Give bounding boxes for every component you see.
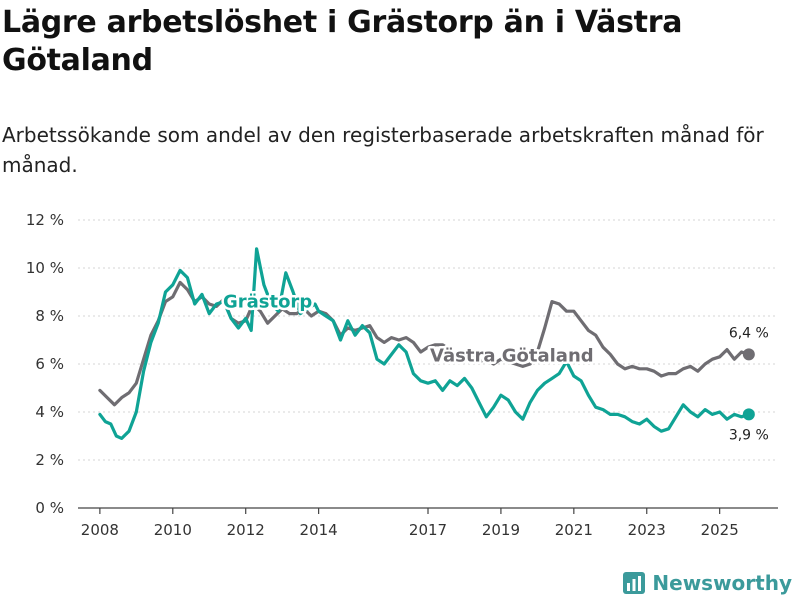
series: [98, 247, 755, 440]
x-tick-label: 2025: [701, 521, 739, 539]
x-tick-label: 2010: [154, 521, 192, 539]
series-line-vastra-gotaland: [98, 280, 751, 407]
gridlines: [78, 219, 778, 461]
x-tick-label: 2014: [300, 521, 338, 539]
end-point-vastra-gotaland: [742, 348, 755, 361]
brand-name: Newsworthy: [652, 571, 792, 595]
x-tick-label: 2023: [628, 521, 666, 539]
end-value-label-grastorp: 3,9 %: [729, 427, 769, 443]
y-tick-label: 6 %: [35, 355, 64, 373]
y-tick-label: 12 %: [26, 211, 64, 229]
x-tick-label: 2017: [409, 521, 447, 539]
axes: 0 % 2 % 4 % 6 % 8 % 10 % 12 % 2008 2010 2012 2014 2…: [26, 211, 778, 539]
series-line-grastorp: [98, 247, 751, 440]
y-tick-label: 8 %: [35, 307, 64, 325]
series-name-label-grastorp: Grästorp: [223, 292, 312, 313]
series-name-label-vastra-gotaland: Västra Götaland: [430, 346, 594, 367]
chart-subtitle: Arbetssökande som andel av den registerb…: [2, 123, 764, 177]
y-tick-label: 4 %: [35, 403, 64, 421]
chart-title: Lägre arbetslöshet i Grästorp än i Västr…: [2, 5, 683, 78]
y-tick-label: 10 %: [26, 259, 64, 277]
y-tick-label: 2 %: [35, 451, 64, 469]
x-tick-label: 2008: [81, 521, 119, 539]
end-point-grastorp: [742, 408, 755, 421]
labels: Västra Götaland 6,4 % Grästorp 3,9 %: [220, 289, 769, 443]
bar-chart-icon: [623, 572, 646, 594]
x-tick-label: 2019: [482, 521, 520, 539]
y-tick-label: 0 %: [35, 499, 64, 517]
end-value-label-vastra-gotaland: 6,4 %: [729, 325, 769, 341]
x-tick-label: 2012: [227, 521, 265, 539]
newsworthy-logo: Newsworthy: [622, 566, 792, 600]
x-tick-label: 2021: [555, 521, 593, 539]
